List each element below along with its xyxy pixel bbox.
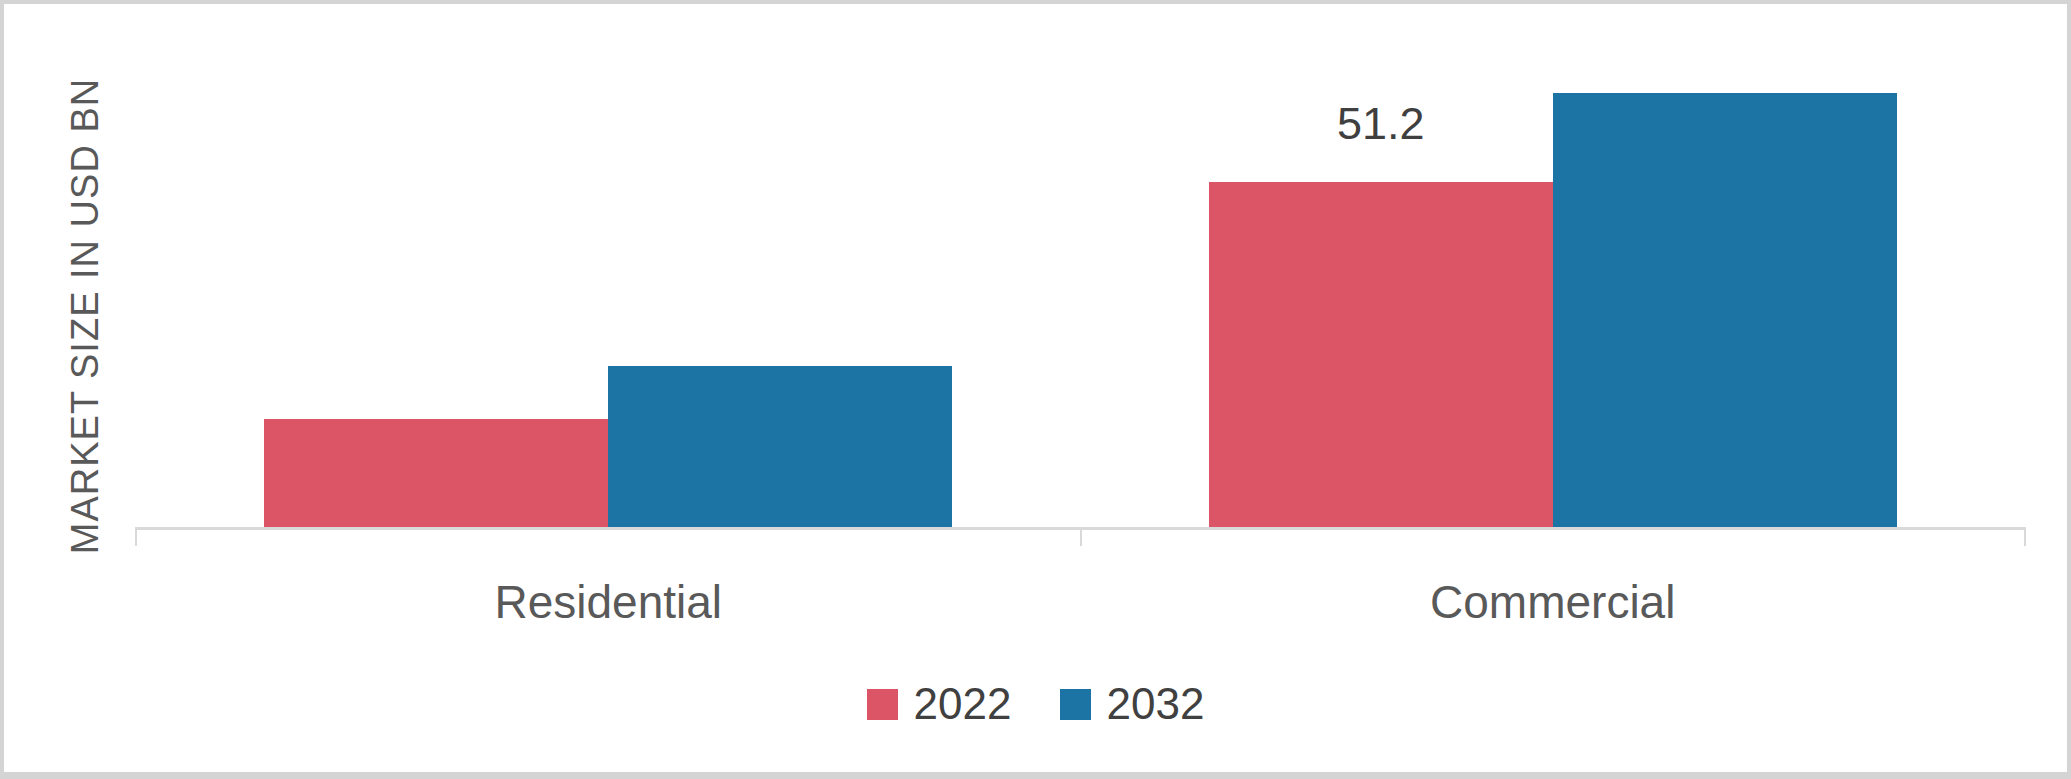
category-label-commercial: Commercial <box>1081 576 2026 628</box>
bar-2022-commercial <box>1209 182 1553 527</box>
category-label-residential: Residential <box>136 576 1081 628</box>
legend-label-2022: 2022 <box>914 682 1012 726</box>
plot-area: 51.2 <box>136 55 2025 527</box>
x-axis-tick <box>135 527 137 546</box>
legend: 2022 2032 <box>4 682 2067 726</box>
bar-2032-residential <box>608 366 952 527</box>
x-axis-category-labels: ResidentialCommercial <box>136 576 2025 628</box>
legend-item-2022: 2022 <box>867 682 1012 726</box>
bar-2032-commercial <box>1553 93 1897 527</box>
x-axis-tick <box>2024 527 2026 546</box>
legend-label-2032: 2032 <box>1107 682 1205 726</box>
x-axis-tick <box>1080 527 1082 546</box>
legend-swatch-2032 <box>1060 689 1091 720</box>
legend-swatch-2022 <box>867 689 898 720</box>
chart-figure: MARKET SIZE IN USD BN 51.2 ResidentialCo… <box>0 0 2071 779</box>
y-axis-title: MARKET SIZE IN USD BN <box>64 54 112 578</box>
data-label-2022-commercial: 51.2 <box>1209 98 1553 150</box>
bar-2022-residential <box>264 419 608 527</box>
legend-item-2032: 2032 <box>1060 682 1205 726</box>
